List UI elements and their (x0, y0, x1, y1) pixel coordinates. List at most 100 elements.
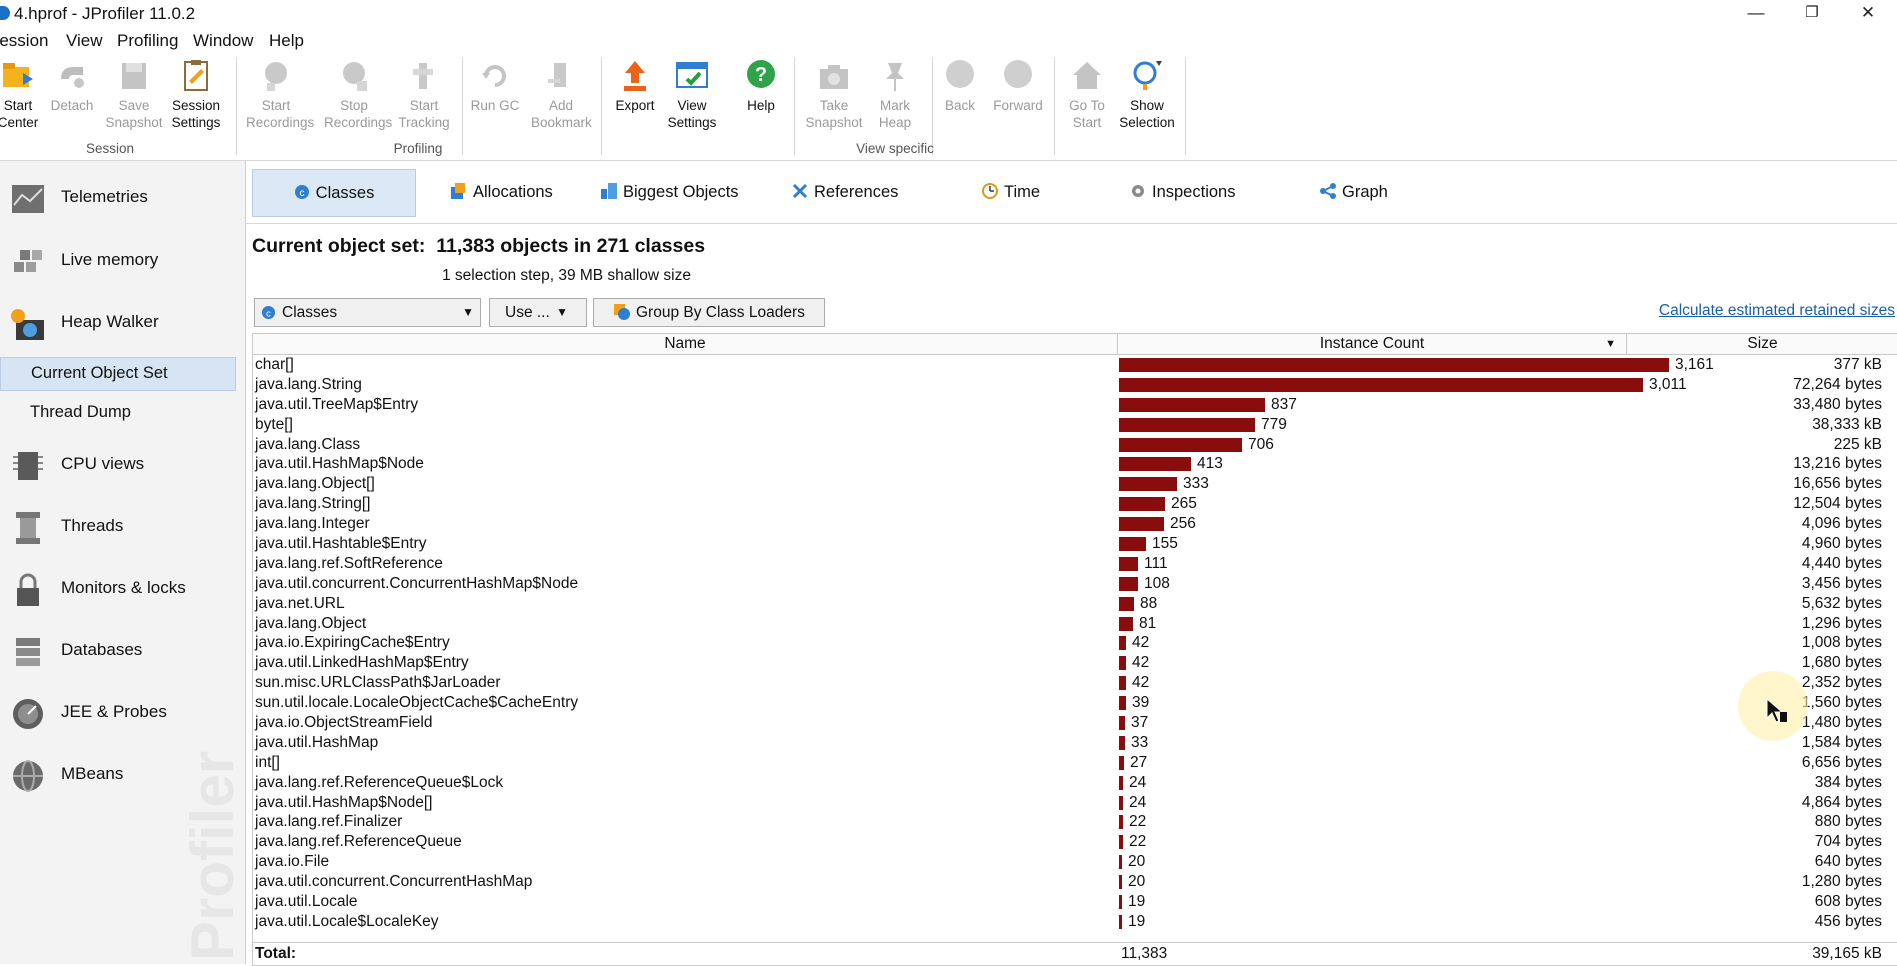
instance-count-cell: 27 (1130, 753, 1148, 771)
table-row[interactable]: byte[] 779 38,333 kB (253, 415, 1897, 435)
table-row[interactable]: sun.misc.URLClassPath$JarLoader 42 2,352 b… (253, 673, 1897, 693)
table-row[interactable]: java.util.Locale$LocaleKey 19 456 bytes (253, 912, 1897, 932)
table-row[interactable]: java.util.concurrent.ConcurrentHashMap$N… (253, 574, 1897, 594)
tab-time[interactable]: Time (982, 169, 1040, 215)
stop-recordings-button[interactable]: Stop Recordings (324, 59, 392, 131)
menu-session[interactable]: Session (0, 31, 49, 50)
tab-graph[interactable]: Graph (1320, 169, 1388, 215)
instance-count-bar (1119, 895, 1122, 910)
detach-button[interactable]: Detach (42, 59, 102, 114)
instance-count-bar (1119, 616, 1133, 631)
take-snapshot-button[interactable]: Take Snapshot (804, 59, 864, 131)
menu-view[interactable]: View (66, 31, 103, 50)
help-button[interactable]: ? Help (731, 59, 791, 114)
class-name-cell: java.lang.Integer (255, 515, 370, 533)
export-button[interactable]: Export (605, 59, 665, 114)
sidebar-item-databases[interactable]: Databases (0, 626, 245, 676)
mark-heap-button[interactable]: Mark Heap (865, 59, 925, 131)
table-row[interactable]: java.lang.ref.ReferenceQueue$Lock 24 384 b… (253, 773, 1897, 793)
go-to-start-button[interactable]: Go To Start (1057, 59, 1117, 131)
table-row[interactable]: java.util.concurrent.ConcurrentHashMap 20… (253, 872, 1897, 892)
table-row[interactable]: char[] 3,161 377 kB (253, 355, 1897, 375)
table-row[interactable]: java.lang.Class 706 225 kB (253, 435, 1897, 455)
sidebar-item-telemetries[interactable]: Telemetries (0, 173, 245, 223)
close-button[interactable]: ✕ (1860, 3, 1876, 22)
column-header-name[interactable]: Name (253, 334, 1118, 355)
column-header-instance-count[interactable]: Instance Count ▼ (1118, 334, 1627, 355)
sidebar-item-mbeans[interactable]: MBeans (0, 750, 245, 800)
table-row[interactable]: java.util.HashMap$Node 413 13,216 bytes (253, 454, 1897, 474)
table-row[interactable]: java.util.Locale 19 608 bytes (253, 892, 1897, 912)
instance-count-cell: 39 (1132, 694, 1150, 712)
save-snapshot-button[interactable]: Save Snapshot (104, 59, 164, 131)
forward-button[interactable]: Forward (988, 59, 1048, 114)
sidebar-item-heap-walker[interactable]: Heap Walker (0, 298, 245, 348)
minimize-button[interactable]: — (1747, 3, 1765, 22)
start-tracking-button[interactable]: Start Tracking (394, 59, 454, 131)
size-cell: 13,216 bytes (1793, 455, 1882, 473)
sidebar-item-cpu-views[interactable]: CPU views (0, 440, 245, 490)
sidebar-item-monitors-locks[interactable]: Monitors & locks (0, 564, 245, 614)
table-row[interactable]: java.net.URL 88 5,632 bytes (253, 594, 1897, 614)
sidebar-item-live-memory[interactable]: Live memory (0, 236, 245, 286)
use-button[interactable]: Use ... ▼ (489, 298, 587, 327)
table-row[interactable]: sun.util.locale.LocaleObjectCache$CacheE… (253, 693, 1897, 713)
tab-classes[interactable]: c Classes (252, 169, 416, 217)
table-row[interactable]: java.util.LinkedHashMap$Entry 42 1,680 byt… (253, 653, 1897, 673)
menu-window[interactable]: Window (193, 31, 254, 50)
table-row[interactable]: java.lang.Integer 256 4,096 bytes (253, 514, 1897, 534)
start-center-button[interactable]: Start Center (0, 59, 48, 131)
take-snapshot-icon (820, 65, 848, 89)
size-cell: 1,560 bytes (1801, 694, 1882, 712)
table-row[interactable]: java.util.Hashtable$Entry 155 4,960 bytes (253, 534, 1897, 554)
table-row[interactable]: java.util.HashMap$Node[] 24 4,864 bytes (253, 793, 1897, 813)
class-name-cell: java.util.TreeMap$Entry (255, 395, 419, 413)
sidebar-item-threads[interactable]: Threads (0, 502, 245, 552)
table-row[interactable]: java.io.ExpiringCache$Entry 42 1,008 bytes (253, 633, 1897, 653)
help-icon: ? (747, 60, 775, 88)
view-settings-button[interactable]: View Settings (662, 59, 722, 131)
sidebar-item-thread-dump[interactable]: Thread Dump (30, 403, 131, 421)
instance-count-bar (1119, 815, 1123, 830)
run-gc-button[interactable]: Run GC (465, 59, 525, 114)
maximize-button[interactable]: ❐ (1805, 4, 1819, 21)
show-selection-icon (1133, 61, 1162, 90)
show-selection-button[interactable]: Show Selection (1117, 59, 1177, 131)
add-bookmark-button[interactable]: Add Bookmark (531, 59, 592, 131)
tab-inspections[interactable]: Inspections (1130, 169, 1235, 215)
menu-help[interactable]: Help (269, 31, 304, 50)
table-row[interactable]: java.io.File 20 640 bytes (253, 852, 1897, 872)
table-row[interactable]: java.util.HashMap 33 1,584 bytes (253, 733, 1897, 753)
instance-count-cell: 42 (1132, 654, 1150, 672)
view-select[interactable]: c Classes ▼ (254, 298, 481, 327)
table-row[interactable]: java.lang.Object[] 333 16,656 bytes (253, 474, 1897, 494)
group-by-class-loaders-button[interactable]: Group By Class Loaders (593, 298, 825, 327)
table-row[interactable]: java.lang.String 3,011 72,264 bytes (253, 375, 1897, 395)
table-row[interactable]: java.lang.ref.ReferenceQueue 22 704 bytes (253, 832, 1897, 852)
toolbar-separator (601, 57, 602, 155)
sidebar-item-jee-probes[interactable]: JEE & Probes (0, 688, 245, 738)
live-memory-icon (14, 250, 42, 272)
toolbar-group-view-specific: View specific (856, 141, 934, 156)
table-row[interactable]: java.lang.Object 81 1,296 bytes (253, 614, 1897, 634)
table-row[interactable]: java.io.ObjectStreamField 37 1,480 bytes (253, 713, 1897, 733)
table-row[interactable]: int[] 27 6,656 bytes (253, 753, 1897, 773)
table-row[interactable]: java.lang.ref.Finalizer 22 880 bytes (253, 812, 1897, 832)
export-icon (624, 61, 646, 91)
tab-allocations[interactable]: Allocations (451, 169, 553, 215)
selection-summary: 1 selection step, 39 MB shallow size (442, 267, 691, 284)
session-settings-button[interactable]: Session Settings (166, 59, 226, 131)
menu-profiling[interactable]: Profiling (117, 31, 179, 50)
table-row[interactable]: java.util.TreeMap$Entry 837 33,480 bytes (253, 395, 1897, 415)
sidebar-item-current-object-set[interactable]: Current Object Set (0, 357, 236, 391)
column-header-size[interactable]: Size (1627, 334, 1897, 355)
start-recordings-button[interactable]: Start Recordings (246, 59, 314, 131)
back-button[interactable]: Back (930, 59, 990, 114)
instance-count-bar (1119, 437, 1242, 452)
size-cell: 377 kB (1833, 356, 1882, 373)
tab-references[interactable]: References (792, 169, 898, 215)
table-row[interactable]: java.lang.ref.SoftReference 111 4,440 byte… (253, 554, 1897, 574)
tab-biggest-objects[interactable]: Biggest Objects (601, 169, 739, 215)
calculate-retained-sizes-link[interactable]: Calculate estimated retained sizes (1658, 302, 1895, 319)
table-row[interactable]: java.lang.String[] 265 12,504 bytes (253, 494, 1897, 514)
